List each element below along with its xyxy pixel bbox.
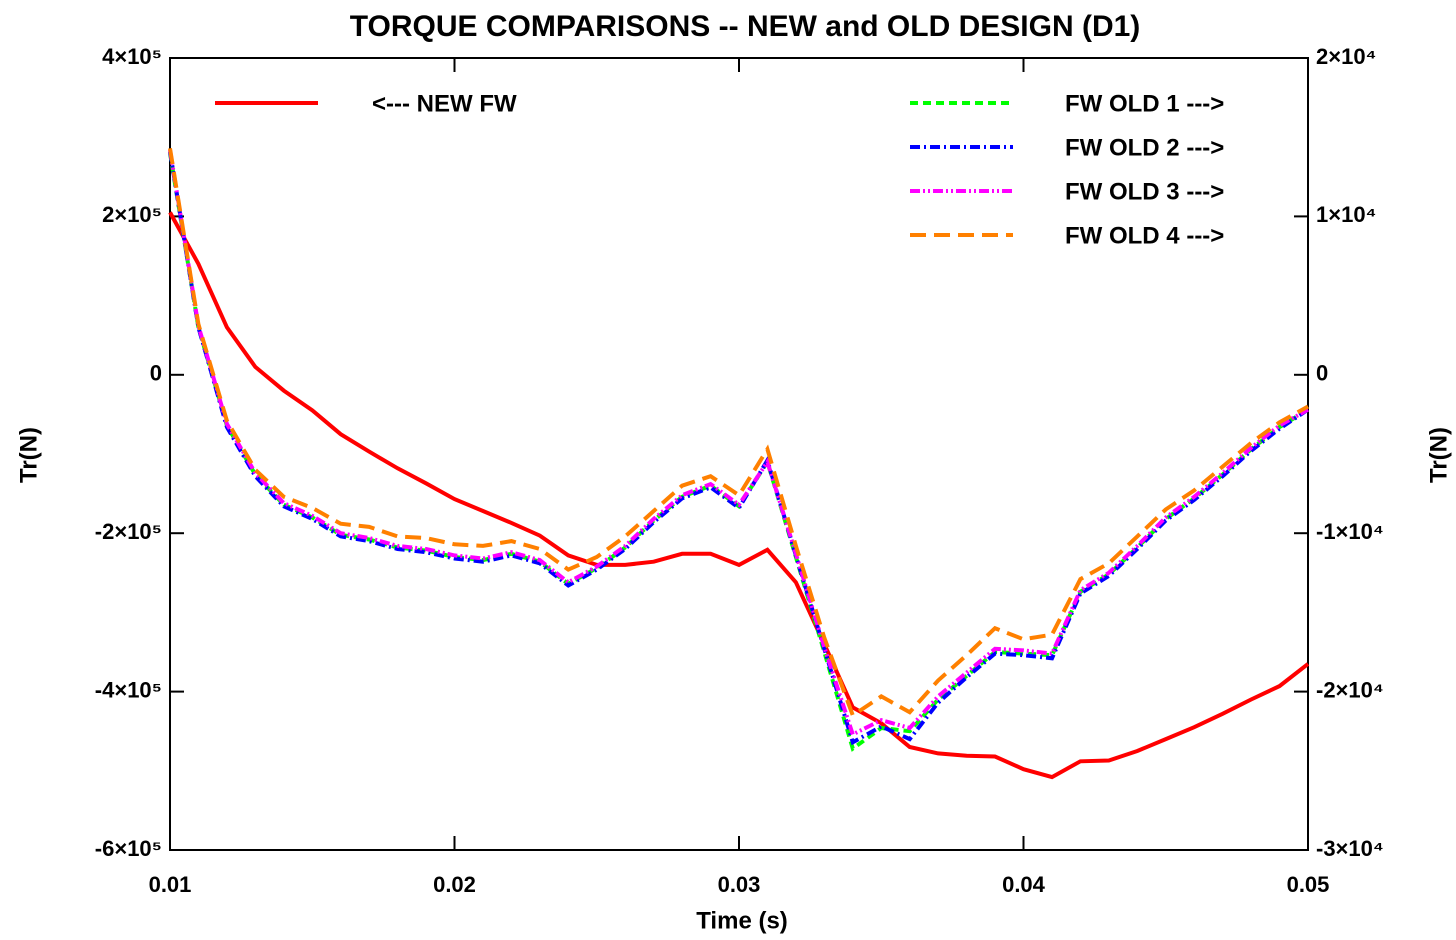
- y-tick-label: -6×10⁵: [95, 836, 162, 861]
- y-tick-label: 2×10⁵: [102, 202, 162, 227]
- y2-tick-label: 1×10⁴: [1316, 202, 1376, 227]
- y2-tick-label: -2×10⁴: [1316, 677, 1384, 702]
- x-tick-label: 0.01: [149, 872, 192, 897]
- y-tick-label: 0: [150, 361, 162, 386]
- y-tick-label: -2×10⁵: [95, 519, 162, 544]
- series-line: [168, 147, 1309, 719]
- legend-label: FW OLD 2 --->: [1065, 134, 1224, 161]
- y2-tick-label: 0: [1316, 361, 1328, 386]
- series-line: [168, 211, 1310, 780]
- y-axis-label: Tr(N): [15, 427, 42, 483]
- legend-label: FW OLD 1 --->: [1065, 90, 1224, 117]
- x-tick-label: 0.02: [433, 872, 476, 897]
- y-tick-label: -4×10⁵: [95, 677, 162, 702]
- y-tick-label: 4×10⁵: [102, 44, 162, 69]
- legend-label: FW OLD 4 --->: [1065, 222, 1224, 249]
- series-line: [168, 151, 1310, 746]
- plot-frame: [169, 57, 1309, 851]
- y2-tick-label: -1×10⁴: [1316, 519, 1384, 544]
- x-tick-label: 0.05: [1287, 872, 1330, 897]
- legend-label: FW OLD 3 --->: [1065, 178, 1224, 205]
- x-axis-label: Time (s): [696, 907, 788, 934]
- chart-title: TORQUE COMPARISONS -- NEW and OLD DESIGN…: [350, 10, 1141, 43]
- legend-label: <--- NEW FW: [372, 90, 517, 117]
- x-tick-label: 0.04: [1002, 872, 1046, 897]
- y2-tick-label: 2×10⁴: [1316, 44, 1376, 69]
- y2-tick-label: -3×10⁴: [1316, 836, 1384, 861]
- series-line: [168, 149, 1309, 738]
- x-tick-label: 0.03: [718, 872, 761, 897]
- y2-axis-label: Tr(N): [1425, 427, 1452, 483]
